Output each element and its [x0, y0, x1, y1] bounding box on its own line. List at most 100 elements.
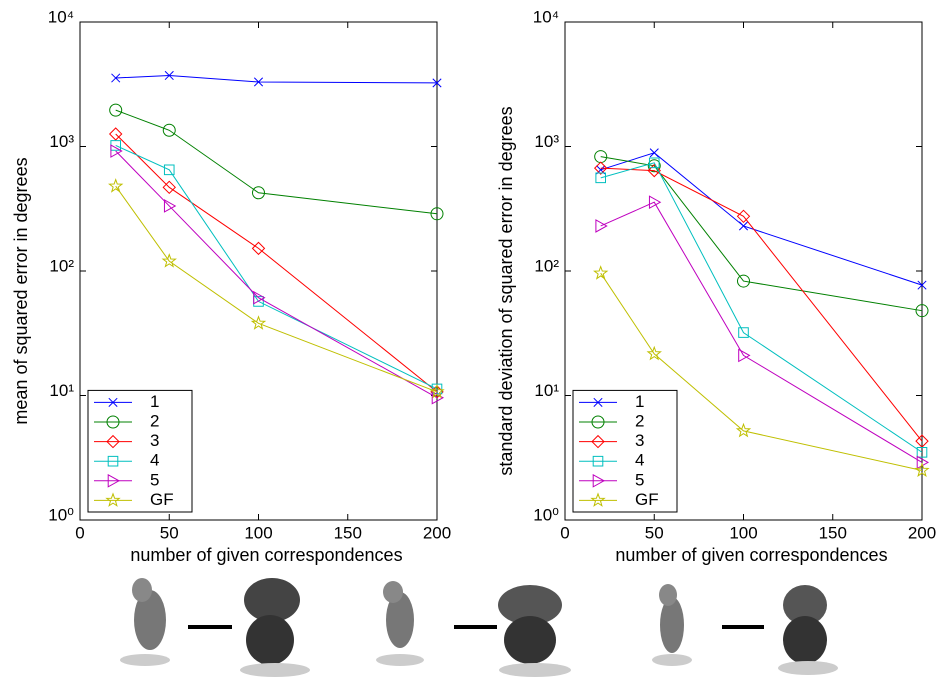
legend-label: GF	[635, 490, 659, 509]
legend-marker	[107, 473, 121, 488]
legend-label: 1	[150, 392, 159, 411]
legend-label: 1	[635, 392, 644, 411]
series-line	[600, 152, 923, 286]
legend-marker	[591, 434, 605, 449]
x-tick-label: 200	[423, 523, 451, 542]
data-point	[738, 327, 749, 338]
data-point	[163, 199, 177, 213]
data-point	[646, 345, 662, 361]
legend-marker	[107, 455, 119, 467]
legend-marker	[593, 397, 603, 407]
series-line	[115, 144, 438, 390]
data-point	[164, 70, 174, 81]
data-point	[917, 280, 927, 290]
x-tick-label: 150	[334, 523, 362, 542]
data-point	[593, 161, 608, 175]
data-point	[253, 290, 266, 305]
legend-marker	[590, 492, 606, 507]
legend-marker	[106, 415, 120, 429]
series-line	[115, 109, 438, 215]
x-tick-label: 100	[244, 523, 272, 542]
monkey-figure	[778, 585, 838, 675]
legend-label: 3	[635, 431, 644, 450]
y-tick-label: 10⁴	[48, 7, 74, 26]
series-line	[115, 133, 438, 393]
legend-label: 3	[150, 431, 159, 450]
legend-label: 4	[635, 451, 644, 470]
series-line	[600, 272, 923, 471]
series-line	[600, 201, 923, 463]
y-tick-label: 10¹	[534, 381, 559, 400]
data-point	[163, 164, 175, 176]
chart: 0 50 100 150 200 10⁰ 10¹ 10² 10³ 10⁴ number of giv…	[11, 7, 451, 564]
y-tick-label: 10⁴	[533, 7, 559, 26]
legend-label: 4	[150, 451, 159, 470]
legend-label: 2	[635, 411, 644, 430]
y-axis-label: standard deviation of squared error in d…	[496, 106, 516, 475]
data-point	[915, 304, 929, 318]
legend-marker	[108, 397, 118, 407]
data-point	[162, 123, 176, 137]
data-point	[251, 241, 266, 256]
legend-marker	[105, 492, 121, 507]
data-point	[111, 73, 121, 83]
cat-figure	[652, 584, 692, 666]
data-point	[162, 180, 176, 195]
data-point	[595, 219, 608, 233]
series-line	[115, 150, 438, 399]
cat-figure	[120, 578, 170, 666]
legend-box	[87, 389, 193, 513]
data-point	[108, 178, 124, 193]
monkey-figure	[498, 585, 571, 677]
y-tick-label: 10⁰	[48, 505, 74, 524]
data-point	[161, 253, 177, 268]
data-point	[737, 274, 751, 288]
data-point	[916, 446, 928, 458]
y-tick-label: 10³	[49, 132, 74, 151]
monkey-figure	[240, 578, 310, 677]
legend-marker	[592, 473, 606, 488]
data-point	[738, 221, 749, 231]
data-point	[593, 265, 609, 280]
data-point	[648, 195, 662, 210]
data-point	[594, 150, 608, 164]
series-line	[600, 167, 923, 442]
x-tick-label: 100	[729, 523, 757, 542]
series-line	[115, 74, 438, 84]
legend-box	[572, 389, 678, 513]
y-tick-label: 10²	[49, 256, 74, 275]
dash	[722, 625, 764, 629]
data-point	[595, 172, 606, 184]
dash	[188, 625, 232, 629]
y-tick-label: 10²	[534, 256, 559, 275]
series-line	[600, 162, 923, 453]
x-tick-label: 0	[75, 523, 84, 542]
x-axis-label: number of given correspondences	[130, 545, 402, 565]
legend-label: 5	[635, 470, 644, 489]
x-tick-label: 50	[160, 523, 179, 542]
data-point	[648, 157, 660, 169]
x-tick-label: 50	[645, 523, 664, 542]
data-point	[430, 207, 444, 221]
series-line	[115, 185, 438, 393]
dash	[454, 625, 497, 629]
legend-label: 5	[150, 470, 159, 489]
data-point	[914, 462, 930, 477]
y-tick-label: 10¹	[49, 381, 74, 400]
data-point	[429, 383, 445, 399]
data-point	[735, 422, 752, 438]
x-axis-label: number of given correspondences	[615, 545, 887, 565]
data-point	[108, 127, 123, 141]
legend-label: 2	[150, 411, 159, 430]
legend-marker	[106, 434, 120, 449]
data-point	[250, 315, 267, 330]
data-point	[738, 348, 751, 363]
data-point	[736, 209, 751, 224]
thumbnails	[120, 578, 838, 677]
data-point	[432, 78, 442, 88]
y-axis-label: mean of squared error in degrees	[11, 157, 31, 424]
legend-label: GF	[150, 490, 174, 509]
